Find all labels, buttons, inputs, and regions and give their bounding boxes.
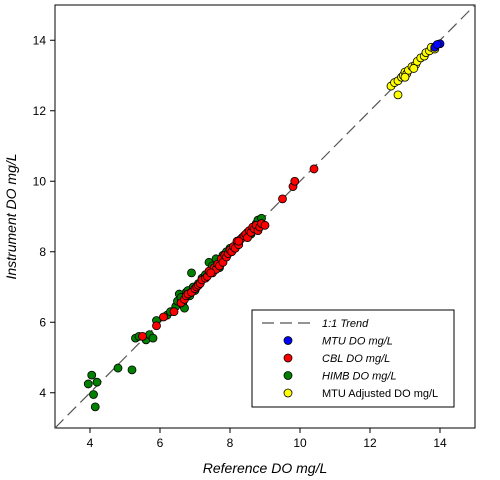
data-point bbox=[206, 268, 216, 278]
data-point bbox=[92, 377, 102, 387]
y-tick-label: 4 bbox=[39, 386, 46, 400]
data-point bbox=[87, 370, 97, 380]
x-axis-title: Reference DO mg/L bbox=[203, 460, 328, 476]
data-point bbox=[89, 390, 98, 399]
axis-ticks: 4 6 8 10 12 14 4 6 8 10 12 14 bbox=[33, 33, 447, 450]
data-point bbox=[127, 365, 137, 375]
data-point bbox=[409, 64, 419, 73]
data-point bbox=[169, 307, 179, 317]
data-point bbox=[400, 72, 410, 82]
legend-marker-3 bbox=[283, 388, 293, 398]
series-1 bbox=[138, 164, 319, 341]
data-points bbox=[83, 39, 445, 412]
legend-marker-1 bbox=[283, 353, 293, 363]
x-tick-label: 6 bbox=[157, 436, 164, 450]
x-tick-label: 4 bbox=[87, 436, 94, 450]
legend: 1:1 Trend MTU DO mg/L CBL DO mg/L HIMB DO m… bbox=[251, 309, 455, 408]
data-point bbox=[113, 363, 123, 373]
data-point bbox=[290, 176, 300, 186]
x-tick-label: 12 bbox=[363, 436, 377, 450]
data-point bbox=[309, 164, 319, 174]
data-point bbox=[260, 220, 270, 230]
legend-label-1: CBL DO mg/L bbox=[322, 353, 390, 365]
data-point bbox=[187, 268, 196, 278]
plot-border bbox=[54, 4, 476, 429]
series-0 bbox=[430, 39, 445, 52]
series-3 bbox=[386, 42, 440, 100]
legend-label-3: MTU Adjusted DO mg/L bbox=[322, 388, 438, 400]
data-point bbox=[234, 236, 244, 246]
x-tick-label: 14 bbox=[433, 436, 447, 450]
legend-marker-2 bbox=[283, 371, 293, 380]
legend-trend-label: 1:1 Trend bbox=[322, 318, 369, 330]
data-point bbox=[90, 402, 100, 412]
legend-marker-0 bbox=[283, 336, 293, 345]
legend-label-0: MTU DO mg/L bbox=[322, 336, 393, 348]
legend-label-2: HIMB DO mg/L bbox=[322, 371, 397, 383]
y-tick-label: 6 bbox=[39, 315, 46, 329]
y-tick-label: 10 bbox=[33, 174, 47, 188]
y-tick-label: 12 bbox=[33, 104, 47, 118]
data-point bbox=[148, 333, 158, 343]
data-point bbox=[138, 331, 147, 341]
data-point bbox=[393, 90, 403, 100]
x-tick-label: 8 bbox=[227, 436, 234, 450]
plot-frame bbox=[54, 4, 476, 429]
data-point bbox=[278, 194, 287, 204]
x-tick-label: 10 bbox=[293, 436, 307, 450]
data-point bbox=[83, 379, 93, 389]
data-point bbox=[432, 40, 442, 49]
y-axis-title: Instrument DO mg/L bbox=[3, 153, 19, 279]
y-tick-label: 8 bbox=[39, 245, 46, 259]
data-point bbox=[159, 312, 168, 322]
data-point bbox=[152, 321, 161, 331]
y-tick-label: 14 bbox=[33, 33, 47, 47]
